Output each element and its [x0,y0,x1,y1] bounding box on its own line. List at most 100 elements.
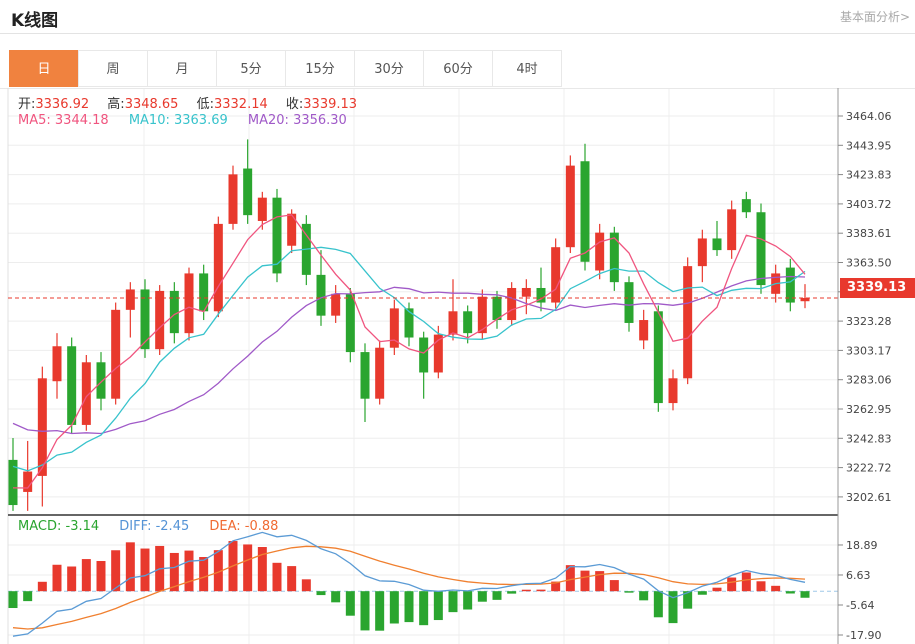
tab-item-5[interactable]: 30分 [354,50,424,87]
macd-bar-positive [771,585,781,592]
macd-bar-negative [23,591,33,602]
candle-up [81,362,91,425]
macd-bar-negative [697,591,707,595]
macd-value: -3.14 [65,519,100,534]
close-value: 3339.13 [303,97,358,112]
macd-bar-positive [565,565,575,592]
macd-bar-positive [257,547,267,592]
macd-bar-positive [125,542,135,592]
main-axis-label: 3403.72 [846,198,892,211]
dea-legend: DEA: -0.88 [209,519,278,534]
macd-bar-positive [111,550,121,592]
candle-down [756,212,766,286]
candle-down [624,282,634,323]
candle-up [184,273,194,334]
ma5-label: MA5: [18,113,51,128]
tab-item-2[interactable]: 月 [147,50,217,87]
diff-line [12,531,806,637]
candle-up [668,378,678,404]
macd-bar-positive [301,579,311,592]
main-axis-label: 3443.95 [846,139,892,152]
tab-bar: 日周月 5分 15分 30分 60分 4时 [9,50,562,87]
tab-item-6[interactable]: 60分 [423,50,493,87]
main-axis-label: 3222.72 [846,462,892,475]
macd-bar-negative [800,591,810,598]
ma20-line [12,275,806,435]
tab-item-7[interactable]: 4时 [492,50,562,87]
macd-legend: MACD: -3.14 [18,519,99,534]
candle-up [433,334,443,373]
macd-axis-label: -5.64 [846,599,874,612]
candle-up [697,238,707,267]
high-label: 高: [107,97,125,112]
macd-legend-row: MACD: -3.14 DIFF: -2.45 DEA: -0.88 [18,519,294,534]
candle-up [448,311,458,335]
main-axis-label: 3423.83 [846,169,892,182]
tab-item-1[interactable]: 周 [78,50,148,87]
ma20-value: 3356.30 [293,113,347,128]
macd-axis-label: 18.89 [846,539,878,552]
main-axis-label: 3323.28 [846,315,892,328]
candle-down [419,337,429,373]
fundamental-analysis-link[interactable]: 基本面分析> [839,10,910,24]
macd-axis-label: 6.63 [846,569,871,582]
macd-bar-positive [37,581,47,592]
macd-bar-positive [521,589,531,592]
candle-down [67,346,77,425]
macd-bar-negative [653,591,663,618]
macd-bar-negative [683,591,693,609]
main-axis-label: 3202.61 [846,491,892,504]
macd-bar-positive [96,561,106,592]
candle-up [213,223,223,312]
macd-bar-positive [213,550,223,592]
candle-up [639,320,649,341]
ma5-value: 3344.18 [54,113,109,128]
header-divider [0,33,915,34]
candle-down [463,311,473,334]
macd-bar-negative [448,591,458,613]
ma10-legend: MA10: 3363.69 [129,113,228,128]
candle-up [125,289,135,310]
macd-bar-negative [316,591,326,596]
candle-down [272,197,282,274]
candle-down [8,459,18,506]
candle-down [536,287,546,303]
tab-item-3[interactable]: 5分 [216,50,286,87]
tab-item-0[interactable]: 日 [9,50,79,87]
ma20-legend: MA20: 3356.30 [248,113,347,128]
macd-bar-negative [331,591,341,603]
macd-pane [8,531,838,637]
kline-chart-svg: 3464.06 3443.95 3423.83 3403.72 3383.61 3363.… [0,88,915,644]
candle-up [521,287,531,297]
candle-down [785,267,795,303]
macd-bar-positive [140,548,150,592]
macd-bar-negative [419,591,429,626]
macd-bar-negative [8,591,18,609]
macd-bar-positive [580,570,590,592]
candle-down [712,238,722,251]
candle-down [199,273,209,312]
macd-bar-positive [595,571,605,592]
macd-bar-positive [741,572,751,592]
main-axis-label: 3464.06 [846,110,892,123]
main-axis-label: 3383.61 [846,227,892,240]
macd-bar-negative [624,591,634,593]
tab-item-4[interactable]: 15分 [285,50,355,87]
dea-value: -0.88 [244,519,279,534]
ma5-line [12,214,806,489]
macd-bar-positive [272,562,282,592]
candle-up [551,247,561,303]
macd-bar-positive [756,581,766,592]
macd-bar-negative [668,591,678,624]
macd-bar-positive [551,581,561,592]
macd-bar-negative [433,591,443,621]
main-axis-label: 3303.17 [846,344,892,357]
macd-bar-positive [184,550,194,592]
ma20-label: MA20: [247,113,289,128]
macd-bar-positive [712,587,722,592]
candle-up [257,197,267,221]
macd-bar-positive [243,544,253,592]
candle-up [111,309,121,399]
chart-canvas[interactable]: 3464.06 3443.95 3423.83 3403.72 3383.61 3363.… [0,88,915,644]
candle-up [375,347,385,399]
